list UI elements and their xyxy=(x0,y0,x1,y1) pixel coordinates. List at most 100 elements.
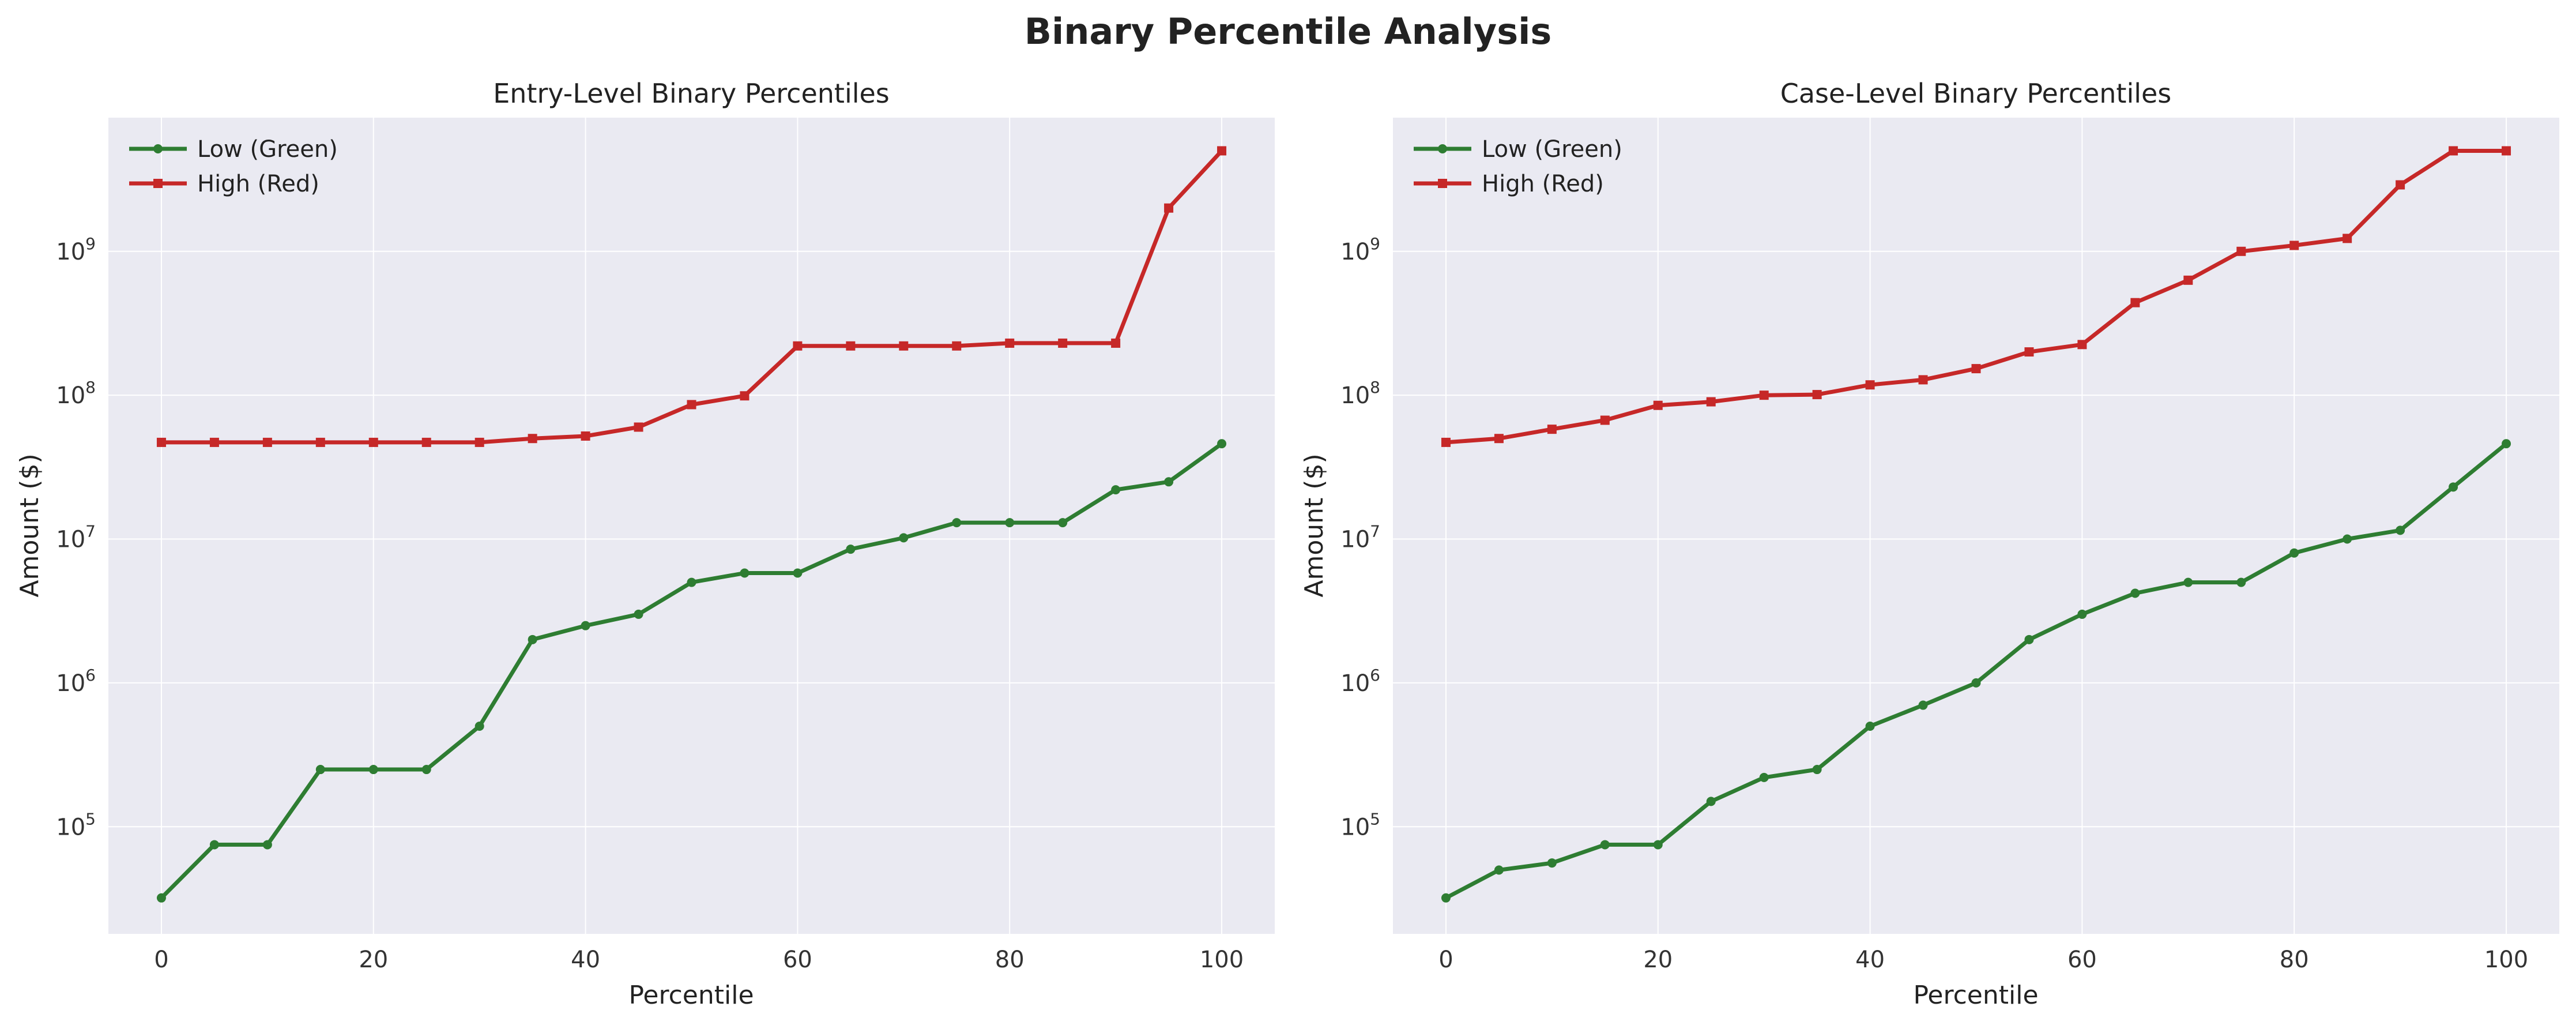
y-tick-label: 106 xyxy=(1340,666,1380,697)
data-point-low xyxy=(368,765,378,775)
data-point-high xyxy=(1494,434,1504,444)
series-lines xyxy=(1441,146,2511,903)
x-axis-label: Percentile xyxy=(628,981,754,1010)
y-tick-label: 106 xyxy=(56,666,96,697)
legend-label-low: Low (Green) xyxy=(197,136,338,163)
x-tick-label: 0 xyxy=(1438,947,1453,973)
data-point-low xyxy=(474,721,484,731)
data-point-high xyxy=(262,437,272,447)
legend-entry-high: High (Red) xyxy=(129,171,319,197)
data-point-low xyxy=(2024,634,2034,644)
x-tick-label: 40 xyxy=(1855,947,1885,973)
data-point-high xyxy=(2183,275,2193,285)
y-tick-label: 105 xyxy=(56,809,96,840)
chart-panel-case-level: 0 20 40 60 80 100 105 106 107 108 109 Case-Level … xyxy=(1300,78,2559,1010)
legend-label-high: High (Red) xyxy=(1482,171,1604,197)
y-tick-label: 107 xyxy=(56,522,96,553)
data-point-high xyxy=(209,437,219,447)
data-point-high xyxy=(687,400,696,410)
data-point-high xyxy=(1058,338,1068,348)
data-point-high xyxy=(1441,437,1451,447)
data-point-low xyxy=(1918,700,1928,710)
data-point-low xyxy=(2183,577,2193,587)
data-point-low xyxy=(2502,439,2511,449)
panel-title: Entry-Level Binary Percentiles xyxy=(493,78,890,109)
data-point-high xyxy=(740,391,750,401)
chart-panel-entry-level: 0 20 40 60 80 100 105 106 107 108 109 Entry-Level… xyxy=(15,78,1275,1010)
legend-marker-low xyxy=(153,144,163,153)
y-tick-label: 105 xyxy=(1340,809,1380,840)
x-tick-label: 60 xyxy=(783,947,812,973)
legend: Low (Green) High (Red) xyxy=(129,136,338,197)
data-point-low xyxy=(899,533,909,543)
data-point-high xyxy=(2342,234,2352,243)
data-point-low xyxy=(1164,477,1174,487)
data-point-high xyxy=(1111,338,1121,348)
data-point-low xyxy=(1706,797,1716,806)
figure-title: Binary Percentile Analysis xyxy=(1025,10,1552,52)
data-point-high xyxy=(1759,391,1769,400)
data-point-low xyxy=(528,634,537,644)
data-point-high xyxy=(2024,347,2034,357)
data-point-low xyxy=(2396,525,2405,535)
data-point-low xyxy=(1812,765,1822,775)
data-point-low xyxy=(209,840,219,850)
data-point-low xyxy=(2449,482,2458,492)
data-point-low xyxy=(846,545,856,554)
x-tick-label: 20 xyxy=(359,947,388,973)
data-point-high xyxy=(1865,380,1875,390)
data-point-high xyxy=(1653,400,1663,410)
data-point-low xyxy=(1547,858,1557,868)
data-point-low xyxy=(581,621,590,630)
x-tick-label: 100 xyxy=(2484,947,2528,973)
x-ticks: 0 20 40 60 80 100 xyxy=(154,947,1244,973)
series-high xyxy=(1441,146,2511,447)
data-point-low xyxy=(421,765,431,775)
y-tick-label: 108 xyxy=(1340,378,1380,409)
data-point-high xyxy=(1217,146,1227,156)
data-point-high xyxy=(899,341,909,351)
data-point-low xyxy=(2342,534,2352,544)
data-point-high xyxy=(1164,203,1174,213)
data-point-high xyxy=(2077,340,2087,350)
panel-title: Case-Level Binary Percentiles xyxy=(1780,78,2172,109)
data-point-low xyxy=(156,893,166,903)
data-point-high xyxy=(156,437,166,447)
data-point-high xyxy=(581,431,590,441)
data-point-low xyxy=(1441,893,1451,903)
data-point-low xyxy=(1494,865,1504,875)
data-point-high xyxy=(952,341,962,351)
legend-marker-low xyxy=(1438,144,1447,153)
data-point-high xyxy=(528,434,537,444)
data-point-high xyxy=(2289,241,2299,250)
series-low xyxy=(1441,439,2511,903)
data-point-low xyxy=(740,568,750,578)
legend-label-low: Low (Green) xyxy=(1482,136,1622,163)
data-point-high xyxy=(1547,425,1557,434)
x-ticks: 0 20 40 60 80 100 xyxy=(1438,947,2528,973)
series-low xyxy=(156,439,1227,903)
y-axis-label: Amount ($) xyxy=(15,453,44,597)
plot-area xyxy=(108,118,1275,934)
data-point-high xyxy=(1600,415,1610,425)
data-point-low xyxy=(262,840,272,850)
grid-lines xyxy=(1393,118,2559,934)
data-point-high xyxy=(315,437,325,447)
data-point-low xyxy=(952,518,962,528)
data-point-low xyxy=(634,609,643,619)
data-point-high xyxy=(2130,298,2140,307)
data-point-high xyxy=(846,341,856,351)
data-point-low xyxy=(793,568,803,578)
legend-entry-high: High (Red) xyxy=(1414,171,1604,197)
legend-entry-low: Low (Green) xyxy=(129,136,338,163)
data-point-low xyxy=(1217,439,1227,449)
legend: Low (Green) High (Red) xyxy=(1414,136,1622,197)
data-point-low xyxy=(1865,721,1875,731)
data-point-low xyxy=(1058,518,1068,528)
y-axis-label: Amount ($) xyxy=(1300,453,1329,597)
y-tick-label: 108 xyxy=(56,378,96,409)
data-point-high xyxy=(2449,146,2458,156)
data-point-low xyxy=(1111,485,1121,495)
data-point-high xyxy=(2236,246,2246,256)
data-point-low xyxy=(315,765,325,775)
